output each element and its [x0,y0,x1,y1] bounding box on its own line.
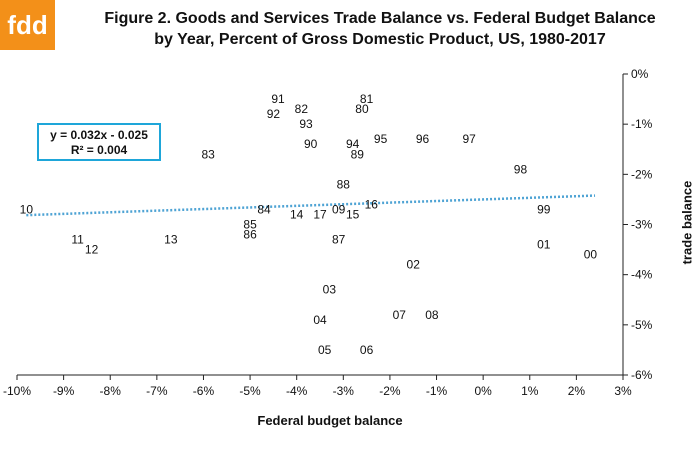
data-point-label: 81 [360,92,374,106]
trendline-r-squared: R² = 0.004 [70,143,128,157]
data-point-label: 13 [164,233,178,247]
data-point-label: 99 [537,202,551,216]
x-tick-label: -6% [193,384,215,398]
x-tick-label: -8% [100,384,122,398]
y-axis-label: trade balance [679,180,695,265]
x-tick-label: -1% [426,384,448,398]
data-point-label: 94 [346,137,360,151]
data-point-label: 17 [313,207,327,221]
data-point-label: 84 [257,202,271,216]
data-point-label: 96 [416,132,430,146]
data-point-label: 92 [267,107,281,121]
data-point-label: 85 [243,218,257,232]
y-tick-label: -2% [631,167,653,181]
data-point-label: 88 [337,177,351,191]
data-point-label: 97 [462,132,476,146]
y-tick-label: -4% [631,268,653,282]
data-point-label: 01 [537,238,551,252]
x-axis-label: Federal budget balance [257,413,403,428]
data-point-label: 89 [351,147,365,161]
x-tick-label: -10% [3,384,31,398]
data-point-label: 04 [313,313,327,327]
y-tick-label: -5% [631,318,653,332]
x-tick-label: 3% [614,384,632,398]
x-tick-label: -5% [239,384,261,398]
data-point-label: 10 [20,202,34,216]
data-point-label: 02 [407,258,421,272]
data-point-label: 16 [365,197,379,211]
y-tick-label: -3% [631,218,653,232]
data-point-label: 03 [323,283,337,297]
data-point-label: 11 [71,233,84,247]
data-point-label: 05 [318,343,332,357]
data-point-label: 82 [295,102,309,116]
data-point-label: 15 [346,207,360,221]
data-point-label: 98 [514,162,528,176]
y-tick-label: -6% [631,368,653,382]
data-point-label: 14 [290,207,304,221]
x-tick-label: 1% [521,384,539,398]
y-tick-label: 0% [631,67,649,81]
chart-title: Figure 2. Goods and Services Trade Balan… [104,10,656,27]
x-tick-label: 0% [474,384,492,398]
fdd-logo: fdd [0,0,55,50]
data-point-label: 08 [425,308,439,322]
data-point-label: 90 [304,137,318,151]
trendline [26,194,596,217]
x-tick-label: -2% [379,384,401,398]
data-point-label: 91 [271,92,285,106]
data-point-label: 07 [393,308,407,322]
x-tick-label: 2% [568,384,586,398]
x-tick-label: -7% [146,384,168,398]
chart-subtitle: by Year, Percent of Gross Domestic Produ… [154,31,606,48]
y-tick-label: -1% [631,117,653,131]
x-tick-label: -4% [286,384,308,398]
data-point-label: 93 [299,117,313,131]
data-point-label: 12 [85,243,99,257]
data-point-label: 06 [360,343,374,357]
trendline-equation: y = 0.032x - 0.025 [50,128,148,142]
data-point-label: 83 [201,147,215,161]
data-point-label: 00 [584,248,598,262]
logo-text: fdd [7,9,48,40]
data-point-label: 80 [355,102,369,116]
data-point-label: 95 [374,132,388,146]
trendline-equation-box: y = 0.032x - 0.025 R² = 0.004 [37,123,161,161]
data-point-label: 86 [243,228,257,242]
data-point-label: 87 [332,233,346,247]
x-tick-label: -3% [333,384,355,398]
data-point-label: 09 [332,202,346,216]
x-tick-label: -9% [53,384,75,398]
